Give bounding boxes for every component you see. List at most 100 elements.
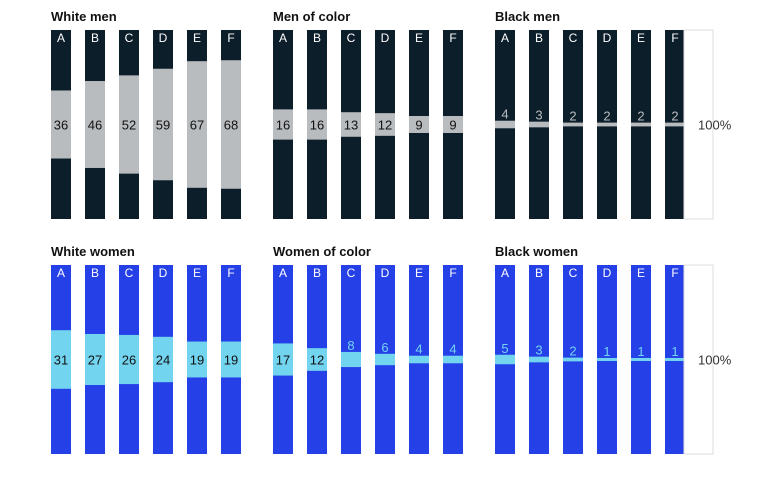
bar-segment	[153, 336, 173, 383]
bar-segment	[221, 341, 241, 378]
bar-value-label: 2	[671, 109, 678, 124]
bar-value-label: 17	[276, 353, 290, 368]
bar-category-label: F	[449, 31, 456, 45]
bar-segment	[341, 112, 361, 137]
bar-value-label: 19	[190, 353, 204, 368]
bar-category-label: B	[535, 31, 543, 45]
bar-value-label: 68	[224, 118, 238, 133]
bar-category-label: F	[671, 266, 678, 280]
bar-value-label: 9	[449, 118, 456, 133]
bar-value-label: 2	[603, 109, 610, 124]
bar-value-label: 4	[449, 342, 456, 357]
bar-category-label: F	[227, 266, 234, 280]
bar-value-label: 3	[535, 108, 542, 123]
bar-category-label: D	[159, 266, 168, 280]
bar-value-label: 13	[344, 118, 358, 133]
bar-segment	[187, 341, 207, 378]
bar-segment	[665, 122, 685, 127]
bar-value-label: 4	[501, 107, 508, 122]
bar-segment	[443, 355, 463, 364]
bar-category-label: B	[313, 31, 321, 45]
bar-value-label: 5	[501, 341, 508, 356]
bar-category-label: B	[91, 31, 99, 45]
bar-value-label: 31	[54, 353, 68, 368]
bar-value-label: 1	[671, 344, 678, 359]
bar-category-label: D	[381, 266, 390, 280]
bar-category-label: E	[415, 266, 423, 280]
bar-value-label: 8	[347, 338, 354, 353]
bar-category-label: C	[347, 31, 356, 45]
bar-category-label: A	[57, 266, 65, 280]
bar-segment	[563, 357, 583, 362]
bar-category-label: B	[313, 266, 321, 280]
bar-category-label: E	[637, 266, 645, 280]
bar-value-label: 12	[378, 118, 392, 133]
bar-segment	[597, 358, 617, 361]
reference-label: 100%	[698, 353, 732, 368]
bar-category-label: F	[671, 31, 678, 45]
bar-segment	[119, 334, 139, 385]
panel-title: White women	[51, 244, 135, 259]
bar-value-label: 9	[415, 118, 422, 133]
bar-segment	[119, 75, 139, 174]
bar-value-label: 52	[122, 118, 136, 133]
panel-title: Black men	[495, 9, 560, 24]
panel-title: Men of color	[273, 9, 350, 24]
bar-value-label: 16	[276, 118, 290, 133]
bar-category-label: F	[227, 31, 234, 45]
bar-segment	[51, 90, 71, 159]
bar-category-label: A	[501, 266, 509, 280]
bar-segment	[495, 120, 515, 129]
bar-value-label: 19	[224, 353, 238, 368]
bar-category-label: E	[193, 31, 201, 45]
bar-category-label: C	[125, 266, 134, 280]
bar-category-label: C	[569, 31, 578, 45]
bar-value-label: 59	[156, 118, 170, 133]
bar-segment	[631, 358, 651, 361]
bar-category-label: C	[569, 266, 578, 280]
bar-segment	[665, 358, 685, 361]
bar-segment	[273, 109, 293, 140]
bar-value-label: 2	[569, 344, 576, 359]
bar-segment	[529, 356, 549, 363]
panel-title: Women of color	[273, 244, 371, 259]
bar-segment	[221, 60, 241, 189]
bar-segment	[273, 343, 293, 376]
bar-category-label: D	[159, 31, 168, 45]
bar-segment	[307, 348, 327, 371]
bar-category-label: E	[415, 31, 423, 45]
bar-value-label: 3	[535, 343, 542, 358]
bar-category-label: F	[449, 266, 456, 280]
bar-category-label: E	[637, 31, 645, 45]
bar-value-label: 24	[156, 353, 170, 368]
bar-value-label: 1	[637, 344, 644, 359]
bar-category-label: A	[279, 266, 287, 280]
bar-category-label: D	[381, 31, 390, 45]
bar-segment	[563, 122, 583, 127]
bar-value-label: 1	[603, 344, 610, 359]
bar-segment	[187, 61, 207, 188]
bar-category-label: C	[125, 31, 134, 45]
bar-category-label: D	[603, 266, 612, 280]
panel-title: Black women	[495, 244, 578, 259]
bar-segment	[409, 115, 429, 134]
bar-segment	[51, 330, 71, 389]
bar-value-label: 2	[569, 109, 576, 124]
bar-segment	[153, 68, 173, 181]
bar-value-label: 12	[310, 353, 324, 368]
bar-segment	[375, 113, 395, 136]
bar-category-label: E	[193, 266, 201, 280]
bar-value-label: 2	[637, 109, 644, 124]
bar-category-label: A	[501, 31, 509, 45]
reference-box	[683, 264, 714, 455]
bar-segment	[375, 353, 395, 366]
bar-segment	[85, 333, 105, 386]
bar-segment	[409, 355, 429, 364]
bar-category-label: B	[535, 266, 543, 280]
bar-segment	[495, 354, 515, 365]
bar-value-label: 26	[122, 353, 136, 368]
bar-value-label: 16	[310, 118, 324, 133]
bar-category-label: A	[279, 31, 287, 45]
reference-label: 100%	[698, 118, 732, 133]
